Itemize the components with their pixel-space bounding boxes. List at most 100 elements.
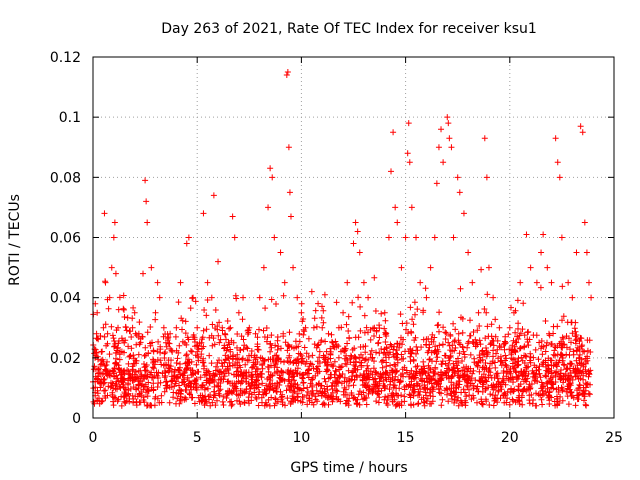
- data-point: [246, 324, 253, 331]
- data-point: [481, 135, 488, 142]
- data-point: [381, 309, 388, 316]
- data-point: [469, 279, 476, 286]
- data-point: [523, 231, 530, 238]
- data-point: [129, 324, 136, 331]
- x-tick-label: 10: [292, 430, 310, 446]
- data-point: [131, 309, 138, 316]
- data-point: [167, 330, 174, 337]
- data-point: [190, 294, 197, 301]
- data-point: [544, 264, 551, 271]
- data-point: [162, 339, 169, 346]
- data-point: [581, 219, 588, 226]
- y-tick-label: 0.04: [50, 291, 81, 307]
- data-point: [540, 231, 547, 238]
- data-point: [285, 144, 292, 151]
- data-point: [252, 330, 259, 337]
- data-point: [435, 144, 442, 151]
- data-point: [200, 210, 207, 217]
- data-point: [527, 264, 534, 271]
- data-point: [413, 234, 420, 241]
- data-point: [104, 330, 111, 337]
- x-tick-label: 25: [605, 430, 623, 446]
- data-point: [554, 159, 561, 166]
- data-point: [256, 294, 263, 301]
- data-point: [423, 294, 430, 301]
- data-point: [577, 123, 584, 130]
- data-point: [260, 264, 267, 271]
- y-axis-label: ROTI / TECUs: [7, 194, 23, 286]
- data-point: [96, 369, 103, 376]
- data-point: [405, 120, 412, 127]
- data-point: [286, 189, 293, 196]
- data-point: [143, 198, 150, 205]
- data-point: [365, 294, 372, 301]
- data-point: [552, 135, 559, 142]
- y-tick-label: 0.12: [50, 50, 81, 66]
- data-point: [235, 309, 242, 316]
- data-point: [98, 348, 105, 355]
- axis-ticks: [92, 56, 615, 419]
- data-point: [284, 69, 291, 76]
- data-point: [125, 360, 132, 367]
- data-point: [431, 234, 438, 241]
- data-point: [433, 180, 440, 187]
- data-point: [454, 174, 461, 181]
- data-point: [110, 234, 117, 241]
- y-tick-label: 0: [72, 411, 81, 427]
- data-point: [148, 264, 155, 271]
- data-point: [406, 159, 413, 166]
- x-tick-label: 5: [193, 430, 202, 446]
- data-point: [140, 270, 147, 277]
- data-point: [517, 279, 524, 286]
- data-point: [144, 219, 151, 226]
- data-point: [404, 150, 411, 157]
- data-point: [160, 324, 167, 331]
- data-point: [156, 294, 163, 301]
- data-point: [375, 339, 382, 346]
- data-point: [215, 258, 222, 265]
- data-point: [579, 129, 586, 136]
- data-point: [117, 348, 124, 355]
- data-point: [456, 189, 463, 196]
- data-point: [185, 234, 192, 241]
- data-point: [154, 279, 161, 286]
- data-point: [152, 309, 159, 316]
- data-point: [267, 165, 274, 172]
- data-point: [298, 309, 305, 316]
- data-point: [210, 192, 217, 199]
- x-tick-label: 20: [501, 430, 519, 446]
- data-point: [565, 279, 572, 286]
- data-point: [398, 264, 405, 271]
- chart-title: Day 263 of 2021, Rate Of TEC Index for r…: [161, 21, 537, 37]
- data-point: [533, 279, 540, 286]
- data-point: [352, 219, 359, 226]
- data-point: [315, 300, 322, 307]
- data-point: [354, 228, 361, 235]
- data-point: [102, 279, 109, 286]
- data-point: [108, 264, 115, 271]
- data-point: [142, 177, 149, 184]
- data-points: [90, 69, 595, 385]
- point-cloud-markers: [90, 266, 594, 409]
- y-tick-label: 0.1: [59, 110, 81, 126]
- data-point: [569, 294, 576, 301]
- data-point: [208, 294, 215, 301]
- data-point: [94, 309, 101, 316]
- data-point: [446, 135, 453, 142]
- data-point: [281, 279, 288, 286]
- y-tick-label: 0.02: [50, 351, 81, 367]
- data-point: [287, 213, 294, 220]
- data-point: [448, 144, 455, 151]
- data-point: [290, 264, 297, 271]
- data-point: [240, 294, 247, 301]
- data-point: [225, 339, 232, 346]
- x-tick-label: 0: [89, 430, 98, 446]
- data-point: [483, 174, 490, 181]
- data-point: [392, 204, 399, 211]
- data-point: [204, 279, 211, 286]
- data-point: [385, 234, 392, 241]
- data-point: [465, 249, 472, 256]
- data-point: [283, 72, 290, 79]
- data-point: [344, 279, 351, 286]
